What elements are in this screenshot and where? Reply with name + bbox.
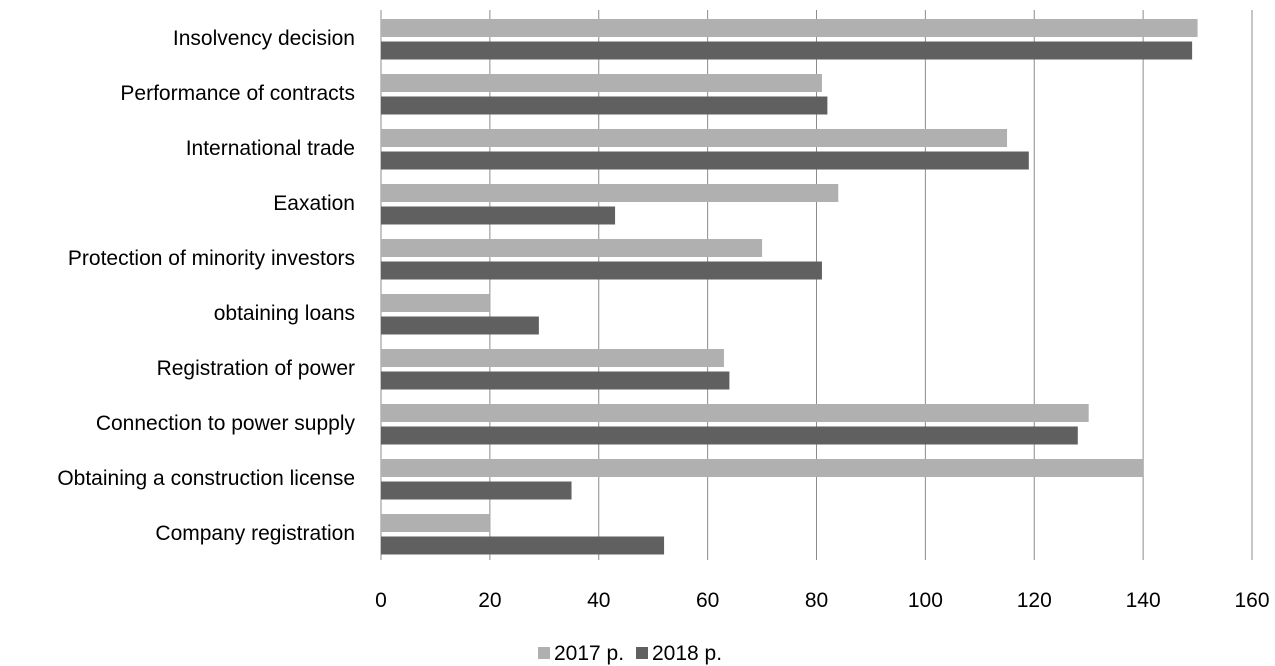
bar	[381, 404, 1089, 422]
x-tick-label: 0	[375, 589, 387, 612]
category-label: Connection to power supply	[96, 412, 356, 435]
bar	[381, 96, 828, 115]
category-label: obtaining loans	[214, 302, 355, 325]
x-tick-label: 140	[1126, 589, 1161, 612]
bar	[381, 349, 724, 367]
legend-label: 2018 р.	[652, 642, 722, 665]
x-tick-labels: 0 20 40 60 80 100 120 140 160	[375, 589, 1269, 612]
bar	[381, 129, 1008, 147]
legend-swatch	[538, 647, 550, 659]
category-label: Company registration	[155, 522, 355, 545]
category-label: Eaxation	[273, 192, 355, 215]
bar	[381, 261, 822, 280]
category-label: International trade	[186, 137, 355, 160]
category-labels: Insolvency decision Performance of contra…	[57, 27, 355, 545]
bar	[381, 536, 665, 555]
bar	[381, 19, 1198, 37]
bar	[381, 239, 763, 257]
category-label: Insolvency decision	[173, 27, 355, 50]
bar	[381, 514, 490, 532]
bar	[381, 481, 572, 500]
bar	[381, 294, 490, 312]
legend: 2017 р. 2018 р.	[538, 642, 722, 665]
legend-swatch	[636, 647, 648, 659]
bar	[381, 184, 839, 202]
category-label: Obtaining a construction license	[57, 467, 355, 490]
legend-label: 2017 р.	[554, 642, 624, 665]
bar	[381, 206, 616, 225]
bar	[381, 426, 1078, 445]
x-tick-label: 120	[1017, 589, 1052, 612]
x-tick-label: 80	[805, 589, 828, 612]
bar	[381, 316, 539, 335]
x-tick-label: 20	[478, 589, 501, 612]
category-label: Performance of contracts	[120, 82, 355, 105]
bar	[381, 41, 1193, 60]
bar	[381, 151, 1029, 170]
x-tick-label: 100	[908, 589, 943, 612]
bar	[381, 371, 730, 390]
x-tick-label: 60	[696, 589, 719, 612]
bar	[381, 74, 822, 92]
x-tick-label: 160	[1234, 589, 1269, 612]
bars	[381, 19, 1198, 555]
x-tick-label: 40	[587, 589, 610, 612]
gridlines	[380, 10, 1253, 560]
bar	[381, 459, 1144, 477]
category-label: Registration of power	[157, 357, 355, 380]
category-label: Protection of minority investors	[68, 247, 355, 270]
